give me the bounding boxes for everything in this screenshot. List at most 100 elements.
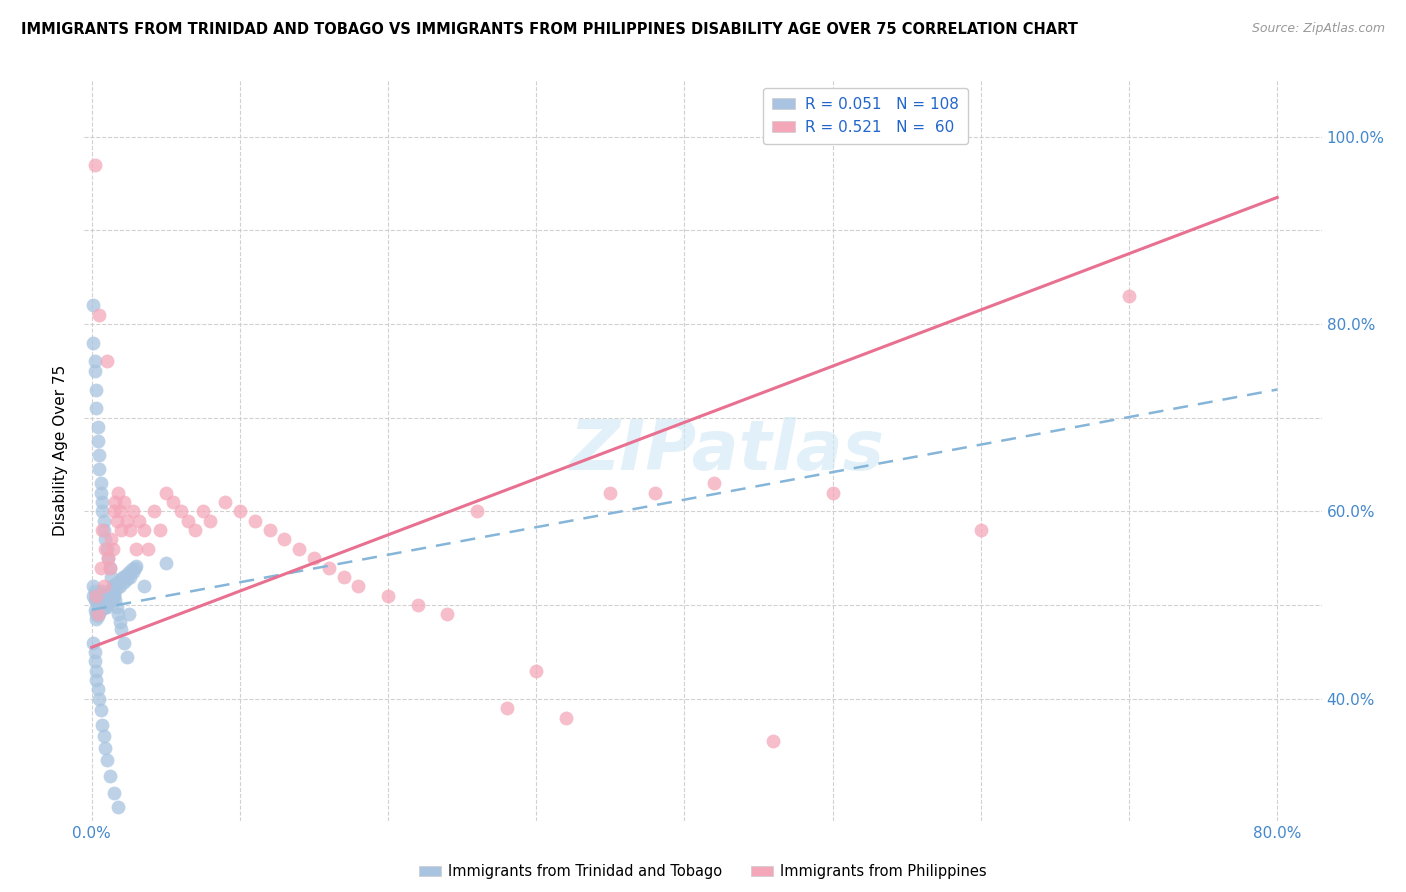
Point [162,495,184,509]
Point [970,523,993,537]
Point [104,593,127,607]
Point [132,523,155,537]
Point [96,354,118,368]
Point [214,495,236,509]
Point [91,593,114,607]
Point [100,533,122,547]
Point [115,568,138,582]
Point [105,514,128,528]
Point [100,587,122,601]
Point [108,579,131,593]
Point [89,593,111,607]
Point [96,599,118,614]
Point [155,556,177,570]
Point [155,485,177,500]
Point [120,523,142,537]
Point [94,740,117,755]
Point [93,593,115,607]
Point [84,401,107,416]
Point [108,504,131,518]
Point [599,485,621,500]
Point [200,514,222,528]
Point [644,485,666,500]
Point [83,593,105,607]
Y-axis label: Disability Age Over 75: Disability Age Over 75 [53,365,69,536]
Point [84,607,107,622]
Point [83,603,105,617]
Point [273,533,295,547]
Point [107,799,129,814]
Point [98,769,121,783]
Point [86,603,108,617]
Point [86,593,108,607]
Point [93,514,115,528]
Point [107,607,129,622]
Point [104,577,127,591]
Point [91,504,114,518]
Legend: Immigrants from Trinidad and Tobago, Immigrants from Philippines: Immigrants from Trinidad and Tobago, Imm… [413,858,993,885]
Point [703,476,725,491]
Point [465,504,488,518]
Point [84,383,107,397]
Point [103,589,125,603]
Point [89,308,111,322]
Point [108,615,131,629]
Point [94,541,117,556]
Point [98,560,121,574]
Point [82,635,104,649]
Point [117,572,139,586]
Point [89,448,111,462]
Point [110,572,132,586]
Point [112,574,135,589]
Point [94,599,117,614]
Point [170,504,193,518]
Point [96,593,118,607]
Point [86,598,108,612]
Point [177,514,200,528]
Point [83,364,105,378]
Point [122,504,145,518]
Point [97,589,120,603]
Point [495,701,517,715]
Point [377,589,399,603]
Point [91,523,114,537]
Point [84,589,107,603]
Point [96,541,118,556]
Point [86,420,108,434]
Point [91,599,114,614]
Point [83,584,105,599]
Point [118,566,141,580]
Point [555,710,578,724]
Point [117,514,139,528]
Point [93,523,115,537]
Point [120,570,142,584]
Point [112,635,135,649]
Point [97,551,120,566]
Point [112,495,135,509]
Point [97,551,120,566]
Point [103,504,125,518]
Point [91,589,114,603]
Point [762,734,785,748]
Point [94,533,117,547]
Point [128,514,150,528]
Point [125,558,148,573]
Point [82,589,104,603]
Point [89,462,111,476]
Point [96,587,118,601]
Point [104,495,127,509]
Point [149,523,172,537]
Point [91,718,114,732]
Point [118,607,141,622]
Point [184,523,207,537]
Point [89,599,111,614]
Point [259,523,281,537]
Point [103,579,125,593]
Point [136,541,159,556]
Point [229,504,252,518]
Point [83,645,105,659]
Point [90,560,112,574]
Point [84,664,107,678]
Point [124,560,146,574]
Point [94,593,117,607]
